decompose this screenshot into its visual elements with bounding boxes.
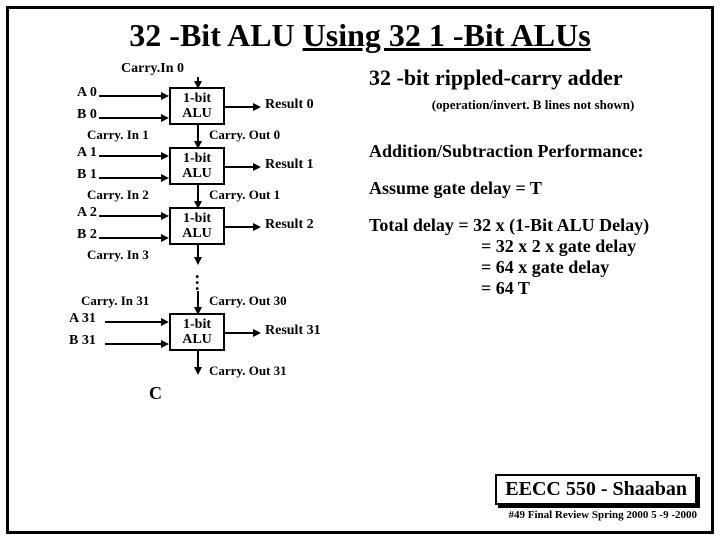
result2-arrow (225, 226, 259, 228)
a0-arrow (99, 95, 167, 97)
carryout31-label: Carry. Out 31 (209, 363, 287, 379)
result31-arrow (225, 332, 259, 334)
final-c-label: C (149, 383, 162, 404)
slide-title: 32 -Bit ALU Using 32 1 -Bit ALUs (9, 9, 711, 58)
content-area: Carry.In 0 1-bit ALU A 0 B 0 Result 0 Ca… (19, 65, 701, 491)
eq-line-4: = 64 T (369, 278, 697, 299)
alu-box-31: 1-bit ALU (169, 313, 225, 351)
b2-arrow (99, 237, 167, 239)
b0-arrow (99, 117, 167, 119)
alu-diagram: Carry.In 0 1-bit ALU A 0 B 0 Result 0 Ca… (19, 65, 359, 491)
result31-label: Result 31 (265, 323, 321, 339)
carry-after2-arrow (197, 245, 199, 263)
carryin3-label: Carry. In 3 (87, 247, 149, 263)
title-underlined: Using 32 1 -Bit ALUs (303, 17, 591, 53)
ellipsis-dots: ... (195, 269, 202, 287)
carryin2-label: Carry. In 2 (87, 187, 149, 203)
carryout0-label: Carry. Out 0 (209, 127, 280, 143)
carryout0-arrow (197, 125, 199, 147)
alu0-l2: ALU (182, 106, 212, 121)
alu-box-1: 1-bit ALU (169, 147, 225, 185)
b31-arrow (105, 343, 167, 345)
result1-label: Result 1 (265, 157, 314, 173)
result0-label: Result 0 (265, 97, 314, 113)
arrow-carryin0 (197, 77, 199, 87)
a0-label: A 0 (77, 85, 97, 101)
b1-label: B 1 (77, 167, 97, 183)
carry-in-0-label: Carry.In 0 (121, 61, 184, 77)
eq-line-1: Total delay = 32 x (1-Bit ALU Delay) (369, 215, 697, 236)
alu31-l2: ALU (182, 332, 212, 347)
a1-arrow (99, 155, 167, 157)
alu-box-2: 1-bit ALU (169, 207, 225, 245)
a1-label: A 1 (77, 145, 97, 161)
alu1-l2: ALU (182, 166, 212, 181)
perf-heading: Addition/Subtraction Performance: (369, 141, 697, 162)
alu31-l1: 1-bit (183, 317, 211, 332)
result0-arrow (225, 106, 259, 108)
a31-arrow (105, 321, 167, 323)
a2-arrow (99, 215, 167, 217)
footer-line: #49 Final Review Spring 2000 5 -9 -2000 (508, 509, 697, 521)
assume-line: Assume gate delay = T (369, 178, 697, 199)
b1-arrow (99, 177, 167, 179)
carryin31-label: Carry. In 31 (81, 293, 149, 309)
slide-border: 32 -Bit ALU Using 32 1 -Bit ALUs Carry.I… (6, 6, 714, 534)
alu1-l1: 1-bit (183, 151, 211, 166)
b0-label: B 0 (77, 107, 97, 123)
a2-label: A 2 (77, 205, 97, 221)
alu0-l1: 1-bit (183, 91, 211, 106)
carryout30-label: Carry. Out 30 (209, 293, 287, 309)
arrow-into-31 (197, 291, 199, 313)
b2-label: B 2 (77, 227, 97, 243)
course-badge: EECC 550 - Shaaban (495, 474, 697, 505)
alu-box-0: 1-bit ALU (169, 87, 225, 125)
delay-equations: Total delay = 32 x (1-Bit ALU Delay) = 3… (369, 215, 697, 299)
carryout31-arrow (197, 351, 199, 373)
result2-label: Result 2 (265, 217, 314, 233)
alu2-l2: ALU (182, 226, 212, 241)
title-part1: 32 -Bit ALU (129, 17, 302, 53)
alu2-l1: 1-bit (183, 211, 211, 226)
carryin1-label: Carry. In 1 (87, 127, 149, 143)
a31-label: A 31 (69, 311, 96, 327)
right-column: 32 -bit rippled-carry adder (operation/i… (369, 65, 697, 299)
subtitle-heading: 32 -bit rippled-carry adder (369, 65, 697, 91)
carryout1-label: Carry. Out 1 (209, 187, 280, 203)
subtitle-note: (operation/invert. B lines not shown) (369, 97, 697, 113)
eq-line-3: = 64 x gate delay (369, 257, 697, 278)
result1-arrow (225, 166, 259, 168)
eq-line-2: = 32 x 2 x gate delay (369, 236, 697, 257)
b31-label: B 31 (69, 333, 96, 349)
carryout1-arrow (197, 185, 199, 207)
